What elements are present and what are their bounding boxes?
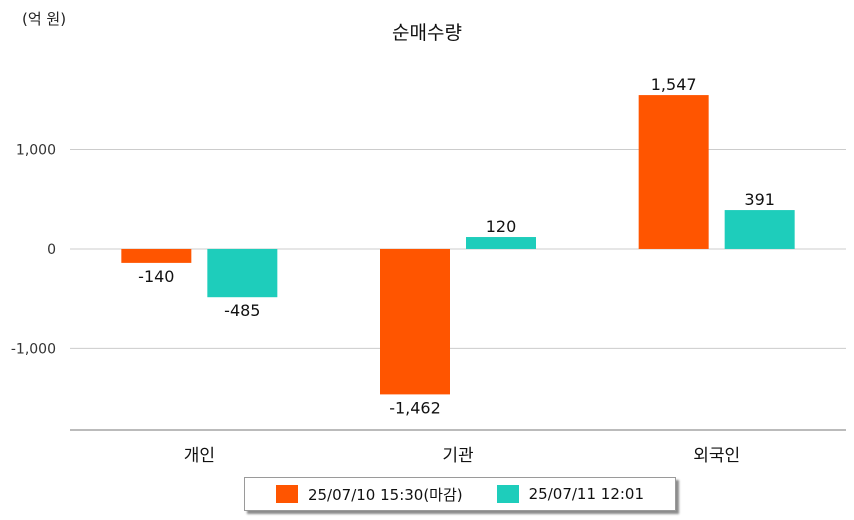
y-tick-label-0: 1,000 bbox=[16, 142, 56, 158]
data-label-s2-c2: 391 bbox=[744, 190, 775, 209]
legend-swatch-series-2 bbox=[496, 485, 519, 503]
x-tick-label-1: 기관 bbox=[442, 446, 473, 466]
data-label-s1-c0: -140 bbox=[138, 267, 174, 286]
bar-s2-c1 bbox=[466, 237, 536, 249]
legend: 25/07/10 15:30(마감) 25/07/11 12:01 bbox=[244, 477, 676, 511]
legend-item-series-2[interactable]: 25/07/11 12:01 bbox=[496, 485, 645, 503]
bar-chart: 1,000 0 -1,000 개인 -140 -485 기관 -1,462 120 외국인 1,54… bbox=[11, 75, 846, 466]
data-label-s1-c2: 1,547 bbox=[651, 75, 697, 94]
legend-label-series-2: 25/07/11 12:01 bbox=[528, 485, 645, 503]
bar-s1-c1 bbox=[380, 248, 450, 395]
legend-label-series-1: 25/07/10 15:30(마감) bbox=[307, 485, 463, 504]
y-tick-label-2: -1,000 bbox=[11, 341, 56, 357]
bar-s1-c0 bbox=[121, 248, 192, 263]
x-tick-label-2: 외국인 bbox=[693, 446, 740, 466]
legend-swatch-series-1 bbox=[275, 485, 298, 503]
data-label-s2-c0: -485 bbox=[224, 301, 260, 320]
data-label-s1-c1: -1,462 bbox=[389, 398, 441, 417]
data-label-s2-c1: 120 bbox=[486, 217, 517, 236]
legend-item-series-1[interactable]: 25/07/10 15:30(마감) bbox=[275, 484, 463, 505]
x-tick-label-0: 개인 bbox=[184, 446, 215, 466]
bar-s2-c2 bbox=[724, 210, 795, 249]
y-tick-label-1: 0 bbox=[47, 242, 56, 258]
bar-s1-c2 bbox=[638, 95, 709, 249]
chart-title: 순매수량 bbox=[392, 22, 462, 44]
bar-s2-c0 bbox=[207, 248, 278, 298]
unit-label: (억 원) bbox=[22, 10, 67, 28]
